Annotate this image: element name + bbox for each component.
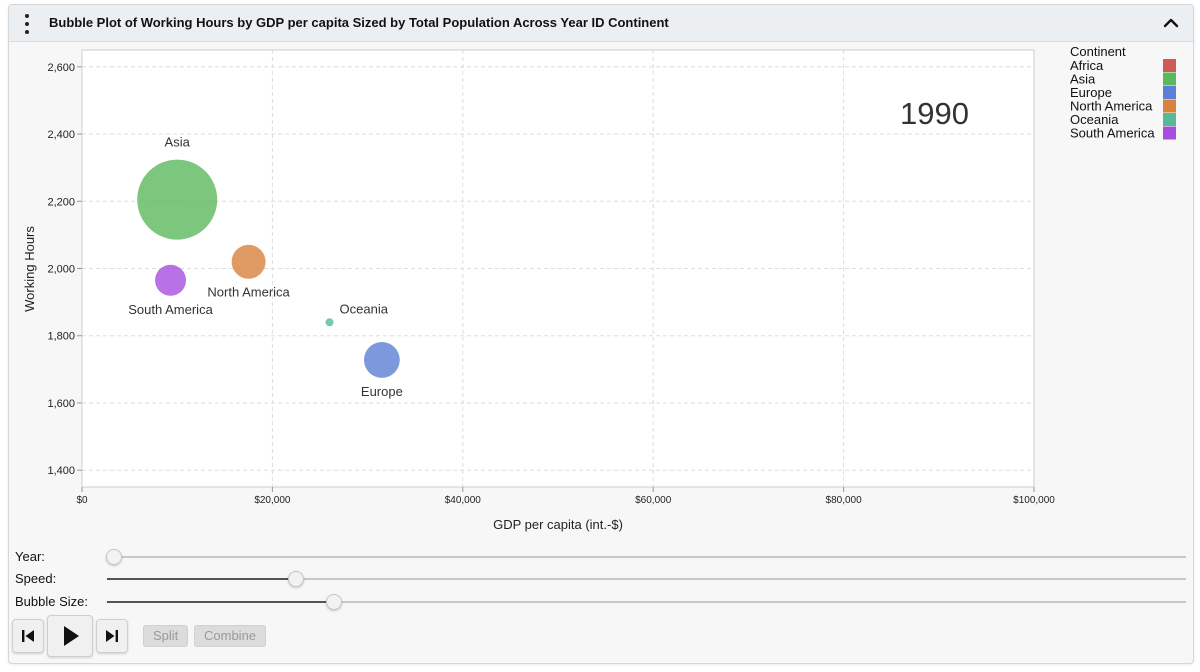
panel-header: Bubble Plot of Working Hours by GDP per …	[9, 5, 1193, 42]
bubble-asia[interactable]	[137, 159, 218, 240]
play-icon	[64, 626, 79, 646]
bubble-oceania[interactable]	[325, 318, 334, 327]
legend-swatch	[1163, 113, 1176, 126]
bubble-europe[interactable]	[363, 342, 400, 378]
skip-to-end-button[interactable]	[96, 619, 128, 653]
bubble-label: Asia	[165, 135, 191, 150]
legend-swatch	[1163, 99, 1176, 113]
speed-slider-label: Speed:	[15, 571, 57, 586]
x-tick-label: $20,000	[254, 495, 291, 506]
legend-swatch	[1163, 72, 1176, 86]
y-tick-label: 2,400	[47, 129, 75, 141]
legend-entry-label: Oceania	[1070, 112, 1119, 127]
y-tick-label: 1,800	[47, 331, 75, 343]
x-tick-label: $40,000	[445, 495, 482, 506]
x-tick-label: $0	[76, 495, 88, 506]
bubble-size-slider-track[interactable]	[107, 601, 1186, 603]
bubble-label: Oceania	[340, 301, 389, 316]
legend-entry-label: South America	[1070, 126, 1155, 141]
play-button[interactable]	[47, 615, 93, 657]
y-axis: 1,400 1,600 1,800 2,000 2,200 2,400 2,600	[47, 62, 82, 477]
bubble-size-slider-label: Bubble Size:	[15, 594, 88, 609]
y-tick-label: 1,400	[47, 465, 75, 477]
bubble-north-america[interactable]	[231, 244, 266, 279]
legend-entry-label: Europe	[1070, 85, 1112, 100]
chevron-up-icon[interactable]	[1161, 13, 1181, 33]
bubble-south-america[interactable]	[155, 264, 187, 296]
y-tick-label: 2,200	[47, 196, 75, 208]
split-button[interactable]: Split	[143, 625, 189, 647]
more-options-icon[interactable]	[19, 13, 35, 35]
legend-swatch	[1163, 59, 1176, 72]
legend-swatch	[1163, 86, 1176, 99]
year-slider-track[interactable]	[107, 556, 1186, 558]
x-tick-label: $100,000	[1013, 495, 1055, 506]
year-slider-thumb[interactable]	[106, 549, 122, 565]
year-watermark: 1990	[900, 96, 969, 131]
speed-slider-track[interactable]	[107, 578, 1186, 580]
legend-title: Continent	[1070, 44, 1126, 59]
legend-entry-label: Asia	[1070, 72, 1096, 87]
bubble-size-slider-fill	[107, 601, 334, 603]
combine-button[interactable]: Combine	[194, 625, 267, 647]
grid-lines	[82, 50, 1034, 487]
y-axis-label: Working Hours	[22, 226, 37, 312]
legend-swatch	[1163, 126, 1176, 140]
skip-to-start-button[interactable]	[12, 619, 44, 653]
y-tick-label: 2,600	[47, 62, 75, 74]
bubble-label: North America	[207, 285, 290, 300]
legend-entry-label: North America	[1070, 99, 1153, 114]
bubble-label: South America	[128, 302, 213, 317]
speed-slider-thumb[interactable]	[287, 571, 304, 587]
y-tick-label: 2,000	[47, 264, 75, 276]
x-axis: $0 $20,000 $40,000 $60,000 $80,000 $100,000	[76, 487, 1055, 506]
bubble-chart: $0 $20,000 $40,000 $60,000 $80,000 $100,000 1…	[22, 44, 1176, 532]
panel-title: Bubble Plot of Working Hours by GDP per …	[49, 15, 669, 30]
bubble-label: Europe	[361, 384, 403, 399]
skip-start-icon	[22, 630, 34, 642]
x-axis-label: GDP per capita (int.-$)	[493, 517, 623, 532]
x-tick-label: $80,000	[826, 495, 863, 506]
skip-end-icon	[106, 630, 118, 642]
bubbles: Asia North America South America Oceania Eur…	[128, 135, 403, 399]
bubble-size-slider-thumb[interactable]	[325, 594, 342, 610]
x-tick-label: $60,000	[635, 495, 672, 506]
year-slider-label: Year:	[15, 549, 45, 564]
y-tick-label: 1,600	[47, 398, 75, 410]
legend-entry-label: Africa	[1070, 58, 1104, 73]
speed-slider-fill	[107, 578, 296, 580]
